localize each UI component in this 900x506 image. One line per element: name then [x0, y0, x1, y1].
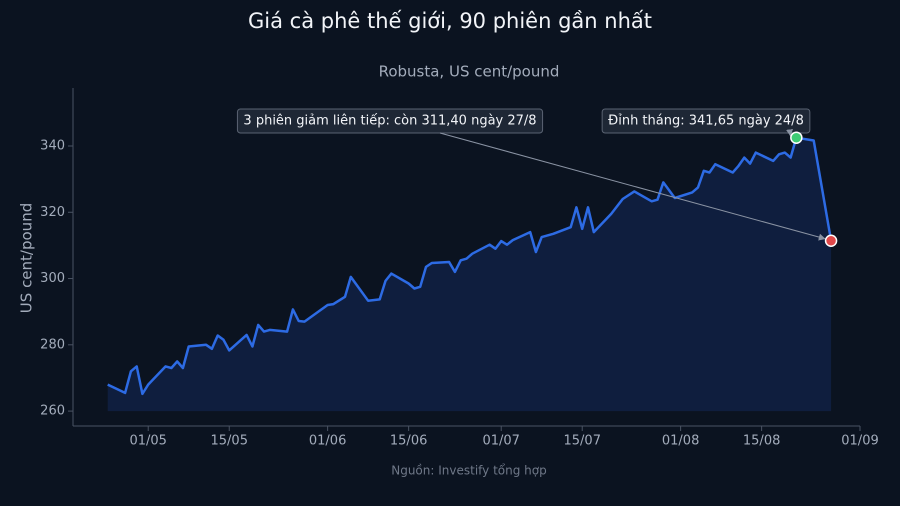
- x-tick-label: 01/05: [129, 434, 166, 449]
- x-tick-label: 01/06: [309, 434, 346, 449]
- line: [107, 136, 833, 396]
- annotation-arrow: [439, 132, 826, 241]
- y-tick-label: 260: [40, 404, 65, 419]
- annotation-text: Đỉnh tháng: 341,65 ngày 24/8: [608, 114, 804, 129]
- point-marker: [790, 131, 803, 144]
- y-axis-label: US cent/pound: [18, 203, 36, 313]
- x-tick-label: 15/08: [743, 434, 780, 449]
- annotation-box: [601, 108, 811, 134]
- source: Nguồn: Investify tổng hợp: [391, 464, 547, 478]
- chart-subtitle: Robusta, US cent/pound: [379, 63, 560, 81]
- y-tick-label: 320: [40, 205, 65, 220]
- annotation-box: [236, 108, 544, 134]
- x-tick-label: 01/07: [482, 434, 519, 449]
- x-tick-label: 15/07: [564, 434, 601, 449]
- x-tick-label: 15/06: [390, 434, 427, 449]
- y-tick-label: 300: [40, 271, 65, 286]
- chart-title: Giá cà phê thế giới, 90 phiên gần nhất: [248, 9, 652, 33]
- y-tick-label: 280: [40, 337, 65, 352]
- point-marker: [824, 234, 838, 248]
- y-tick-label: 340: [40, 138, 65, 153]
- area: [107, 137, 832, 412]
- x-tick-label: 15/05: [211, 434, 248, 449]
- annotation-text: 3 phiên giảm liên tiếp: còn 311,40 ngày …: [243, 114, 536, 129]
- x-tick-label: 01/08: [662, 434, 699, 449]
- x-tick-label: 01/09: [841, 434, 878, 449]
